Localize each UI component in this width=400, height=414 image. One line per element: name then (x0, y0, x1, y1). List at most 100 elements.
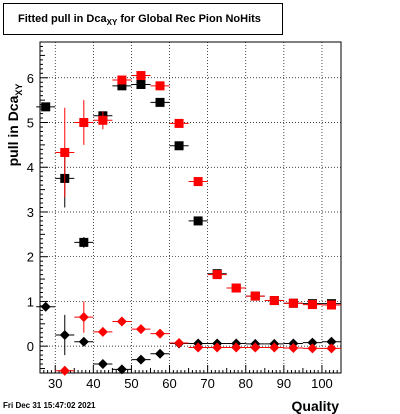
square-marker (193, 177, 203, 187)
diamond-point (321, 343, 341, 354)
diamond-marker (135, 324, 146, 335)
diamond-marker (116, 364, 127, 375)
square-point (74, 237, 94, 248)
y-axis-label-main: pull in Dca (5, 95, 21, 166)
diamond-marker (59, 329, 70, 340)
y-tick-label: 5 (27, 116, 34, 131)
square-marker (307, 300, 317, 310)
x-tick-label: 30 (48, 376, 62, 391)
square-marker (288, 298, 298, 308)
square-marker (231, 283, 241, 293)
x-tick-label: 80 (239, 376, 253, 391)
diamond-point (302, 343, 322, 354)
square-marker (136, 71, 146, 81)
x-axis-label: Quality (292, 398, 340, 414)
diamond-marker (193, 342, 204, 353)
x-tick-label: 100 (311, 376, 333, 391)
diamond-point (150, 348, 170, 359)
y-tick-label: 3 (27, 205, 34, 220)
diamond-marker (135, 354, 146, 365)
diamond-point (245, 342, 265, 353)
diamond-marker (97, 326, 108, 337)
square-marker (60, 147, 70, 157)
diamond-marker (212, 342, 223, 353)
square-marker (117, 81, 127, 91)
plot-frame (39, 41, 342, 374)
square-point (74, 100, 94, 145)
y-axis-label: pull in DcaXY (5, 84, 24, 167)
diamond-marker (326, 343, 337, 354)
square-marker (193, 216, 203, 226)
axis-ticks: 30 40 50 60 70 80 90 100 0 1 2 3 4 5 6 (27, 41, 342, 391)
square-point (131, 79, 151, 89)
square-point (264, 296, 284, 306)
diamond-point (150, 328, 170, 339)
square-point (321, 300, 341, 310)
y-tick-label: 0 (27, 339, 34, 354)
square-point (150, 81, 170, 91)
diamond-marker (307, 337, 318, 348)
diamond-marker (116, 316, 127, 327)
diamond-marker (288, 342, 299, 353)
diamond-marker (174, 338, 185, 349)
diamond-marker (78, 336, 89, 347)
square-point (283, 298, 303, 308)
square-point (112, 81, 132, 91)
diamond-point (112, 316, 132, 327)
square-marker (79, 237, 89, 247)
diamond-point (131, 354, 151, 365)
square-point (226, 283, 246, 293)
square-point (169, 118, 189, 128)
square-point (112, 75, 132, 85)
square-marker (117, 75, 127, 85)
diamond-marker (78, 312, 89, 323)
diamond-point (93, 326, 113, 337)
x-tick-label: 40 (86, 376, 100, 391)
diamond-marker (307, 343, 318, 354)
square-point (131, 71, 151, 81)
title-rest: for Global Rec Pion NoHits (117, 13, 261, 25)
diamond-marker (155, 328, 166, 339)
square-marker (174, 141, 184, 151)
diamond-marker (250, 342, 261, 353)
diamond-marker (97, 359, 108, 370)
square-marker (155, 81, 165, 91)
grid (40, 42, 341, 373)
x-tick-label: 60 (162, 376, 176, 391)
y-tick-label: 6 (27, 71, 34, 86)
diamond-marker (59, 365, 70, 376)
square-point (55, 107, 75, 198)
square-marker (212, 270, 222, 280)
square-point (245, 291, 265, 301)
diamond-point (131, 324, 151, 335)
square-marker (41, 102, 51, 112)
diamond-point (264, 342, 284, 353)
chart-title: Fitted pull in DcaXY for Global Rec Pion… (18, 13, 261, 27)
diamond-marker (231, 342, 242, 353)
diamond-marker (155, 348, 166, 359)
x-tick-label: 50 (124, 376, 138, 391)
title-box: Fitted pull in DcaXY for Global Rec Pion… (3, 3, 283, 35)
y-tick-label: 1 (27, 294, 34, 309)
diamond-marker (326, 336, 337, 347)
timestamp: Fri Dec 31 15:47:02 2021 (3, 401, 96, 410)
diamond-point (55, 314, 75, 356)
diamond-point (74, 336, 94, 347)
diamond-point (321, 336, 341, 347)
square-point (188, 216, 208, 226)
square-point (188, 177, 208, 187)
square-marker (250, 291, 260, 301)
diamond-point (112, 364, 132, 375)
diamond-point (226, 342, 246, 353)
diamond-point (74, 301, 94, 333)
y-tick-label: 4 (27, 160, 34, 175)
square-point (150, 97, 170, 107)
title-sub: XY (106, 18, 118, 28)
diamond-point (207, 342, 227, 353)
diamond-point (36, 301, 56, 312)
x-tick-label: 90 (277, 376, 291, 391)
diamond-point (188, 342, 208, 353)
square-marker (174, 118, 184, 128)
diamond-point (55, 365, 75, 376)
